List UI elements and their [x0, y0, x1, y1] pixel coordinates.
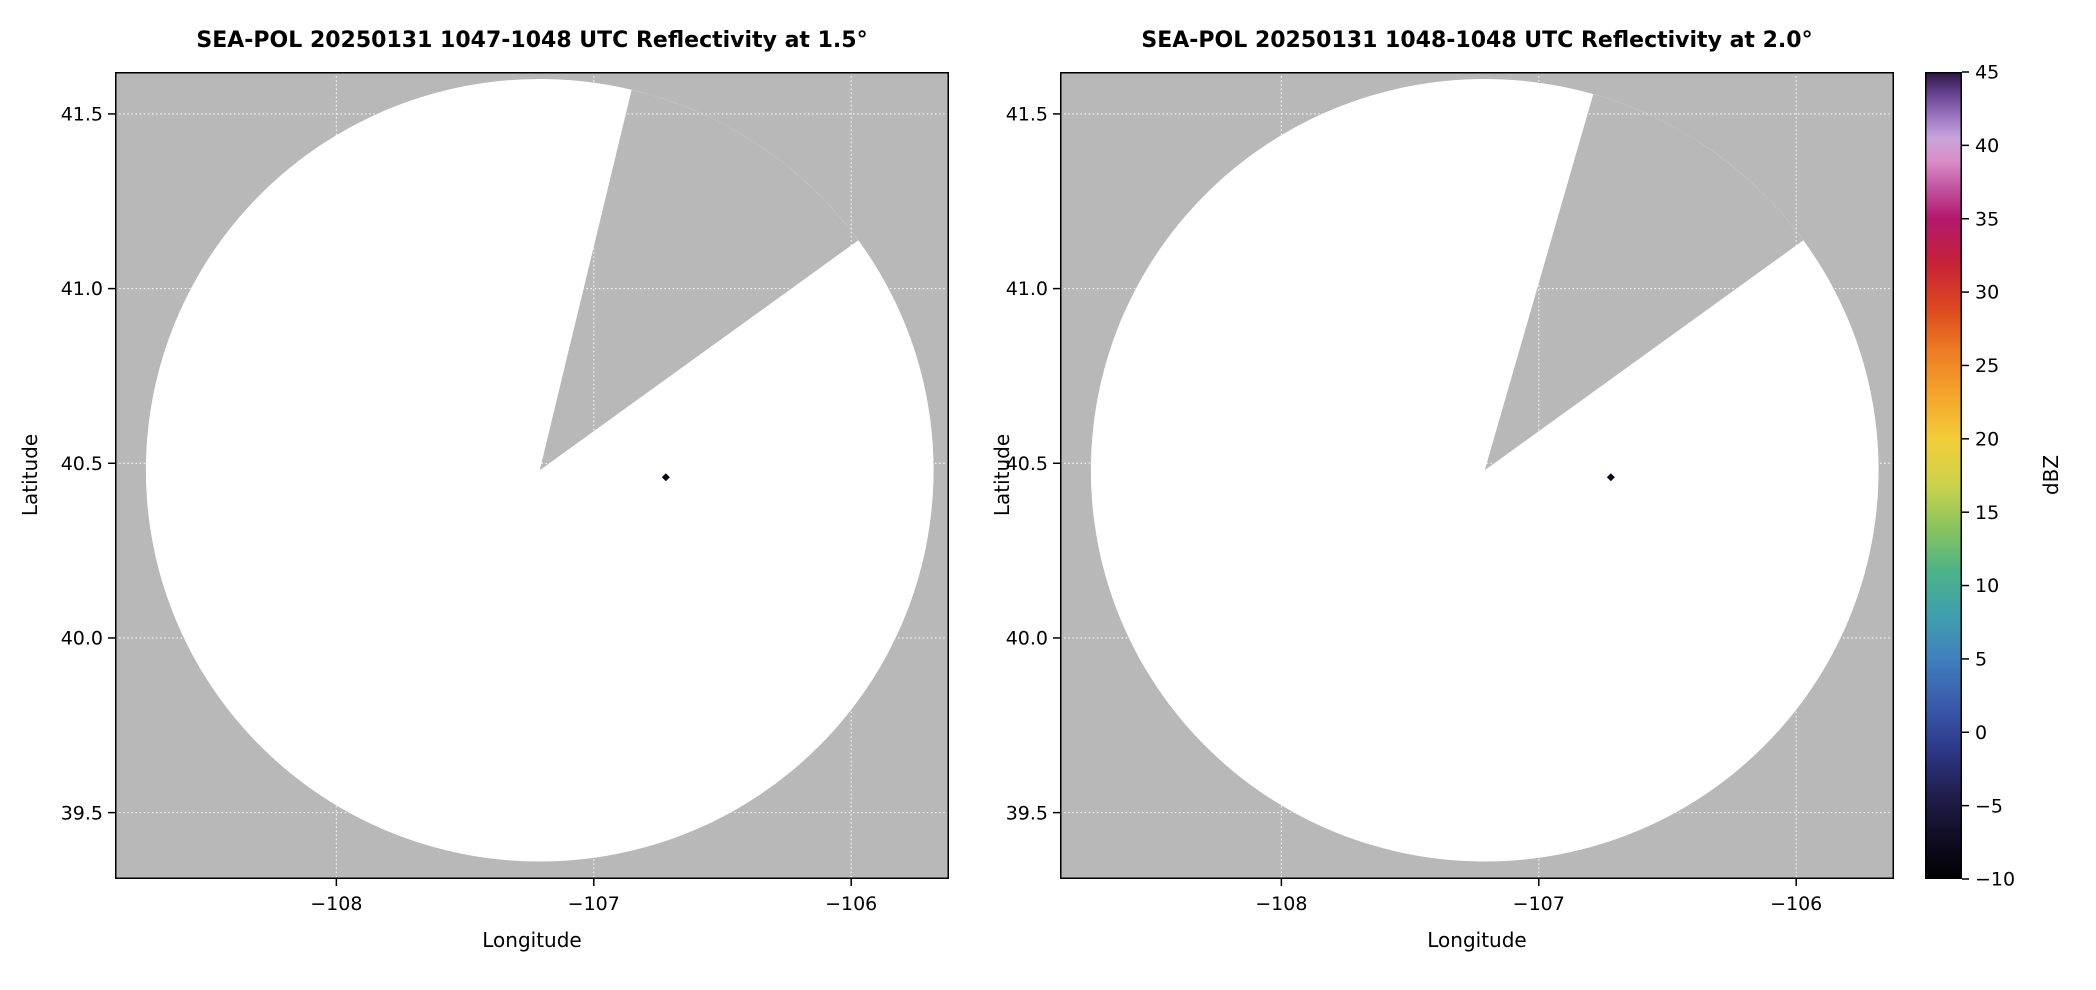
x-tick-label: −106: [825, 893, 877, 915]
plot-border: [1060, 72, 1894, 879]
colorbar-tick-label: 20: [1975, 428, 1999, 450]
y-tick-label: 41.0: [1006, 278, 1048, 300]
colorbar-tick-label: 15: [1975, 502, 1999, 524]
colorbar-gradient: [1925, 72, 1962, 879]
y-tick-label: 41.5: [1006, 104, 1048, 126]
panel-1-title: SEA-POL 20250131 1047-1048 UTC Reflectiv…: [196, 28, 868, 53]
echo-dot: [1606, 473, 1615, 482]
colorbar-tick-label: 25: [1975, 355, 1999, 377]
colorbar-tick-label: −10: [1975, 869, 2015, 891]
blocked-sector: [539, 89, 859, 471]
blocked-sector: [1484, 94, 1804, 471]
x-tick-label: −107: [1513, 893, 1565, 915]
panel-2-xlabel: Longitude: [1427, 928, 1527, 952]
x-tick-label: −107: [568, 893, 620, 915]
y-tick-label: 41.5: [61, 104, 103, 126]
panel-1-ylabel: Latitude: [18, 433, 42, 517]
y-tick-label: 41.0: [61, 278, 103, 300]
colorbar-tick-label: 10: [1975, 575, 1999, 597]
y-tick-label: 40.0: [61, 628, 103, 650]
echo-dot: [661, 473, 670, 482]
panel-1-xlabel: Longitude: [482, 928, 582, 952]
panel-2-ylabel: Latitude: [990, 433, 1014, 517]
x-tick-label: −108: [1255, 893, 1307, 915]
y-tick-label: 40.0: [1006, 628, 1048, 650]
x-tick-label: −108: [310, 893, 362, 915]
panel-2-title: SEA-POL 20250131 1048-1048 UTC Reflectiv…: [1141, 28, 1813, 53]
y-tick-label: 40.5: [1006, 453, 1048, 475]
colorbar-tick-label: 5: [1975, 649, 1987, 671]
colorbar-tick-label: 40: [1975, 135, 1999, 157]
colorbar: 45 40 35 30 25 20 15 10 5 0 −5 −10: [1925, 62, 2015, 891]
y-tick-label: 40.5: [61, 453, 103, 475]
x-tick-label: −106: [1770, 893, 1822, 915]
colorbar-tick-label: 45: [1975, 62, 1999, 84]
colorbar-tick-label: 30: [1975, 282, 1999, 304]
plot-border: [115, 72, 949, 879]
radar-plot-1: −108 −107 −106 39.5 40.0 40.5 41.0 41.5: [61, 72, 949, 915]
y-tick-label: 39.5: [1006, 802, 1048, 824]
y-tick-label: 39.5: [61, 802, 103, 824]
radar-plot-2: −108 −107 −106 39.5 40.0 40.5 41.0 41.5: [1006, 72, 1894, 915]
colorbar-tick-label: −5: [1975, 795, 2003, 817]
colorbar-border: [1925, 72, 1962, 879]
colorbar-tick-label: 35: [1975, 208, 1999, 230]
colorbar-label: dBZ: [2039, 454, 2063, 496]
colorbar-tick-label: 0: [1975, 722, 1987, 744]
